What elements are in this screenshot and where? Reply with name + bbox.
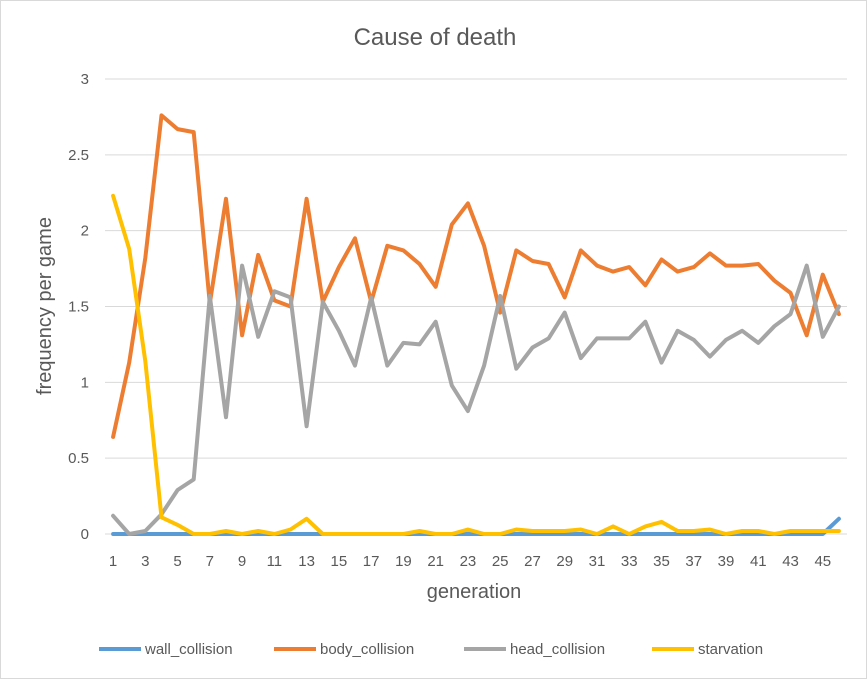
- y-axis-title: frequency per game: [34, 217, 56, 395]
- legend-label-head-collision: head_collision: [510, 641, 605, 658]
- x-tick-label: 35: [653, 553, 670, 570]
- x-tick-label: 15: [331, 553, 348, 570]
- x-axis-title: generation: [427, 581, 522, 603]
- x-tick-label: 33: [621, 553, 638, 570]
- x-tick-label: 13: [298, 553, 315, 570]
- x-tick-label: 9: [238, 553, 246, 570]
- y-tick-label: 1.5: [68, 299, 89, 316]
- y-tick-label: 0.5: [68, 450, 89, 467]
- legend-label-body-collision: body_collision: [320, 641, 414, 658]
- x-tick-label: 31: [589, 553, 606, 570]
- y-tick-label: 2: [81, 223, 89, 240]
- y-tick-label: 2.5: [68, 147, 89, 164]
- series-line-body-collision: [111, 113, 841, 439]
- legend-label-wall-collision: wall_collision: [144, 641, 233, 658]
- y-axis-ticks: 0 0.5 1 1.5 2 2.5 3: [68, 71, 89, 543]
- series-line-head-collision: [111, 263, 841, 536]
- series-line-starvation: [111, 193, 841, 536]
- x-tick-label: 19: [395, 553, 412, 570]
- y-tick-label: 3: [81, 71, 89, 88]
- x-tick-label: 3: [141, 553, 149, 570]
- x-tick-label: 37: [685, 553, 702, 570]
- x-tick-label: 41: [750, 553, 767, 570]
- x-tick-label: 11: [267, 553, 283, 570]
- x-tick-label: 5: [173, 553, 181, 570]
- x-tick-label: 23: [460, 553, 477, 570]
- x-tick-label: 17: [363, 553, 380, 570]
- legend: wall_collision body_collision head_collisi…: [99, 641, 763, 658]
- x-tick-label: 29: [556, 553, 573, 570]
- x-tick-label: 1: [109, 553, 117, 570]
- x-tick-label: 43: [782, 553, 799, 570]
- legend-label-starvation: starvation: [698, 641, 763, 658]
- x-tick-label: 27: [524, 553, 541, 570]
- chart-title: Cause of death: [354, 24, 517, 51]
- y-tick-label: 1: [81, 374, 89, 391]
- x-tick-label: 21: [427, 553, 444, 570]
- y-tick-label: 0: [81, 526, 89, 543]
- x-axis-ticks: 1 3 5 7 9 11 13 15 17 19 21 23 25 27 29 31 33 35 37 39 41 43 4…: [109, 553, 831, 570]
- x-tick-label: 45: [814, 553, 831, 570]
- series-lines: [111, 113, 841, 536]
- x-tick-label: 7: [206, 553, 214, 570]
- x-tick-label: 25: [492, 553, 509, 570]
- x-tick-label: 39: [718, 553, 735, 570]
